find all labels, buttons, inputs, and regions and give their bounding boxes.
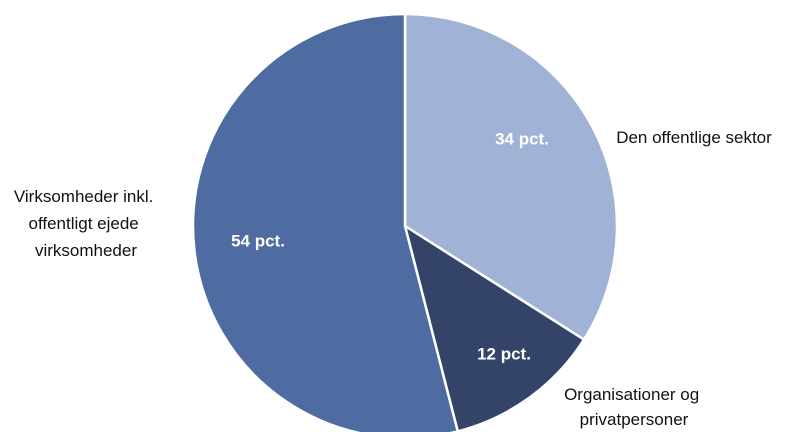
pie-slices — [191, 12, 619, 432]
category-label-2-line-1: offentligt ejede — [28, 214, 138, 233]
category-label-1-line-1: privatpersoner — [580, 410, 689, 429]
pie-slice-1 — [403, 224, 586, 432]
category-label-1: Organisationer og privatpersoner — [564, 385, 704, 429]
slice-value-label-1: 12 pct. — [477, 344, 531, 363]
category-label-2-line-2: virksomheder — [35, 241, 137, 260]
slice-value-label-0: 34 pct. — [495, 129, 549, 148]
slice-value-label-2: 54 pct. — [231, 231, 285, 250]
category-label-1-line-0: Organisationer og — [564, 385, 699, 404]
category-label-2-line-0: Virksomheder inkl. — [14, 187, 154, 206]
category-label-0-line-0: Den offentlige sektor — [616, 128, 772, 147]
category-label-0: Den offentlige sektor — [616, 128, 772, 147]
category-label-2: Virksomheder inkl. offentligt ejede virk… — [14, 187, 158, 260]
